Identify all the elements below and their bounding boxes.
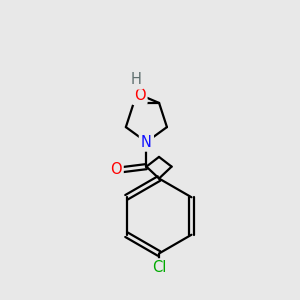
Text: O: O [110,162,122,177]
Text: Cl: Cl [152,260,166,275]
Text: N: N [141,134,152,149]
Text: O: O [134,88,146,103]
Text: H: H [130,72,141,87]
